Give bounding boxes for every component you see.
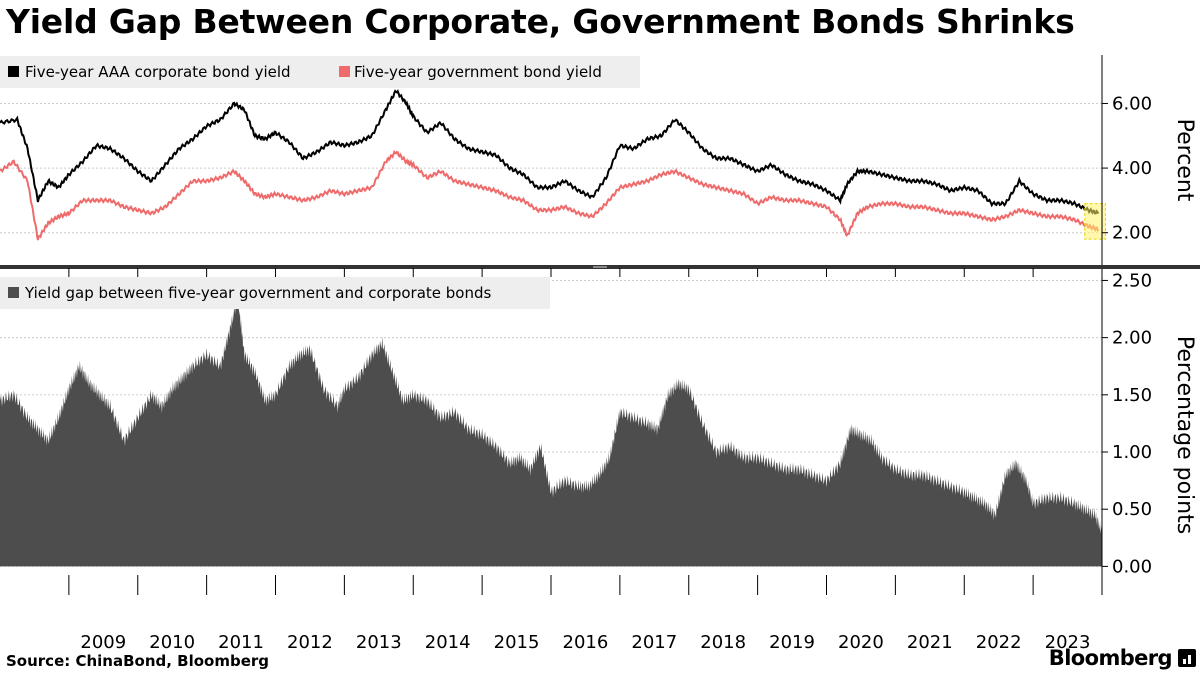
legend-swatch-government: [339, 66, 350, 77]
top-ticks: 2.00 4.00 6.00: [1101, 55, 1152, 265]
x-axis: 2009 2010 2011 2012 2013 2014 2015 2016 2017 2018…: [68, 268, 1091, 653]
legend-swatch-corporate: [8, 66, 19, 77]
bottom-tick-label: 1.50: [1112, 385, 1152, 406]
legend-label-corporate: Five-year AAA corporate bond yield: [25, 63, 291, 81]
bottom-tick-label: 0.00: [1112, 556, 1152, 577]
x-tick-label: 2017: [631, 632, 677, 653]
x-tick-label: 2018: [700, 632, 746, 653]
top-legend-bg: [0, 56, 640, 88]
legend-label-government: Five-year government bond yield: [354, 63, 602, 81]
gap-area: [0, 292, 1102, 567]
bottom-ticks: 0.00 0.50 1.00 1.50 2.00 2.50: [1101, 269, 1152, 595]
source-note: Source: ChinaBond, Bloomberg: [6, 652, 270, 670]
legend-label-gap: Yield gap between five-year government a…: [24, 284, 492, 302]
bottom-legend-bg: [0, 277, 550, 309]
bottom-legend: Yield gap between five-year government a…: [0, 277, 550, 309]
x-tick-label: 2013: [356, 632, 402, 653]
logo-wordmark: Bloomberg: [1048, 646, 1173, 670]
x-tick-label: 2020: [838, 632, 884, 653]
chart-title: Yield Gap Between Corporate, Government …: [6, 2, 1075, 41]
logo-badge-icon: [1178, 649, 1196, 667]
x-tick-label: 2019: [769, 632, 815, 653]
bottom-tick-label: 2.00: [1112, 328, 1152, 349]
top-tick-label: 4.00: [1112, 158, 1152, 179]
bloomberg-logo: Bloomberg: [1049, 646, 1196, 670]
top-tick-label: 6.00: [1112, 93, 1152, 114]
bottom-tick-label: 0.50: [1112, 499, 1152, 520]
x-tick-label: 2016: [563, 632, 609, 653]
x-tick-label: 2012: [287, 632, 333, 653]
bottom-tick-label: 1.00: [1112, 442, 1152, 463]
x-tick-label: 2009: [80, 632, 126, 653]
top-panel: 2.00 4.00 6.00 Five-year AAA corporate bon…: [0, 55, 1197, 265]
top-lines: [0, 89, 1100, 241]
x-tick-label: 2022: [976, 632, 1022, 653]
bottom-axis-title: Percentage points: [1172, 336, 1197, 534]
x-tick-label: 2015: [494, 632, 540, 653]
x-tick-label: 2023: [1045, 632, 1091, 653]
x-tick-label: 2014: [425, 632, 471, 653]
divider-grip: [593, 266, 607, 268]
bottom-tick-label: 2.50: [1112, 270, 1152, 291]
top-legend: Five-year AAA corporate bond yield Five-…: [0, 56, 640, 88]
legend-swatch-gap: [8, 287, 19, 298]
x-tick-label: 2011: [218, 632, 264, 653]
x-tick-label: 2010: [149, 632, 195, 653]
x-tick-label: 2021: [907, 632, 953, 653]
highlight-box: [1084, 203, 1106, 240]
top-axis-title: Percent: [1172, 119, 1197, 202]
government-yield-line: [0, 149, 1100, 241]
corporate-yield-line: [0, 89, 1100, 215]
top-tick-label: 2.00: [1112, 223, 1152, 244]
bottom-panel: 0.00 0.50 1.00 1.50 2.00 2.50 Yield gap betwe…: [0, 269, 1197, 595]
